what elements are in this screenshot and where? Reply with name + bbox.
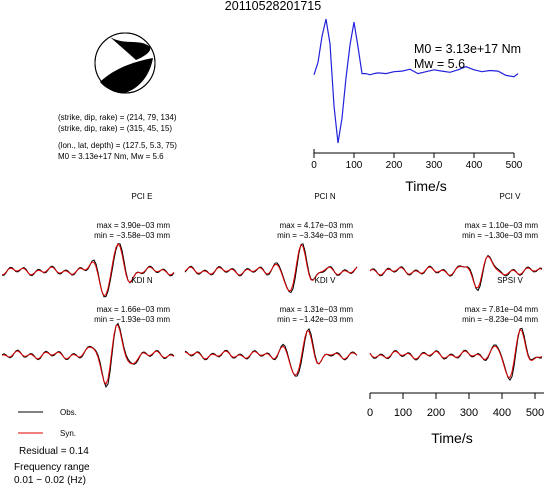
stf-tick-label: 200 [386, 160, 403, 171]
station-name: PCI V [500, 192, 522, 201]
frequency-range-value: 0.01 − 0.02 (Hz) [14, 475, 86, 485]
stf-tick-label: 300 [426, 160, 443, 171]
frequency-range-label: Frequency range [14, 462, 90, 473]
stf-tick-label: 100 [346, 160, 363, 171]
stf-tick-label: 0 [311, 160, 317, 171]
observed-trace [184, 327, 358, 377]
waveform-time-axis: 0 100 200 300 400 500 Time/s [367, 392, 544, 446]
station-name: PCI N [314, 192, 336, 201]
station-name: KDI V [315, 276, 337, 285]
synthetic-trace [1, 243, 175, 297]
observed-trace [369, 327, 543, 382]
station-min: min = −3.34e−03 mm [277, 231, 353, 240]
stf-mw-label: Mw = 5.6 [414, 57, 465, 71]
station-max: max = 1.31e−03 mm [280, 305, 354, 314]
synthetic-trace [184, 330, 358, 376]
stf-series-line [313, 18, 519, 144]
synthetic-trace [369, 255, 543, 289]
station-min: min = −1.93e−03 mm [94, 315, 170, 324]
observed-trace [1, 322, 175, 388]
stf-axis-line [313, 149, 514, 154]
observed-trace [369, 254, 543, 292]
station-min: min = −1.30e−03 mm [462, 231, 538, 240]
moment-magnitude-line: M0 = 3.13e+17 Nm, Mw = 5.6 [58, 152, 164, 161]
waveform-tick-label: 0 [367, 407, 373, 419]
waveform-tick-label: 100 [394, 407, 412, 419]
waveform-x-ticks: 0 100 200 300 400 500 [367, 393, 544, 419]
station-max: max = 1.10e−03 mm [465, 221, 539, 230]
nodal-plane-1: (strike, dip, rake) = (214, 79, 134) [58, 113, 177, 122]
waveform-x-axis-label: Time/s [431, 430, 472, 446]
stf-tick-label: 400 [466, 160, 483, 171]
station-max: max = 4.17e−03 mm [280, 221, 354, 230]
synthetic-trace [1, 324, 175, 386]
source-location: (lon., lat, depth) = (127.5, 5.3, 75) [58, 141, 177, 150]
stf-m0-label: M0 = 3.13e+17 Nm [414, 42, 521, 56]
nodal-plane-2: (strike, dip, rake) = (315, 45, 15) [58, 124, 172, 133]
station-name: PCI E [132, 192, 153, 201]
synthetic-trace [184, 243, 358, 292]
focal-mechanism-beachball [94, 32, 156, 94]
station-name: SPSI V [497, 276, 523, 285]
waveform-tick-label: 200 [427, 407, 445, 419]
waveform-tick-label: 300 [460, 407, 478, 419]
waveform-tick-label: 500 [526, 407, 544, 419]
station-min: min = −1.42e−03 mm [277, 315, 353, 324]
station-min: min = −8.23e−04 mm [462, 315, 538, 324]
legend-syn-label: Syn. [60, 429, 76, 438]
observed-trace [1, 243, 175, 298]
figure-title: 20110528201715 [225, 0, 321, 13]
synthetic-trace [369, 328, 543, 378]
station-max: max = 3.90e−03 mm [97, 221, 171, 230]
waveform-tick-label: 400 [493, 407, 511, 419]
stf-x-axis-label: Time/s [405, 178, 446, 194]
station-min: min = −3.58e−03 mm [94, 231, 170, 240]
station-max: max = 1.66e−03 mm [97, 305, 171, 314]
legend: Obs. Syn. [18, 408, 77, 438]
station-name: KDI N [131, 276, 153, 285]
legend-obs-label: Obs. [60, 408, 77, 417]
stf-tick-label: 500 [506, 160, 523, 171]
residual-text: Residual = 0.14 [19, 446, 89, 457]
stf-x-ticks: 0 100 200 300 400 500 [311, 153, 523, 171]
station-max: max = 7.81e−04 mm [465, 305, 539, 314]
source-time-function-plot: 0 100 200 300 400 500 Time/s M0 = 3.13e+17 Nm… [311, 18, 523, 194]
